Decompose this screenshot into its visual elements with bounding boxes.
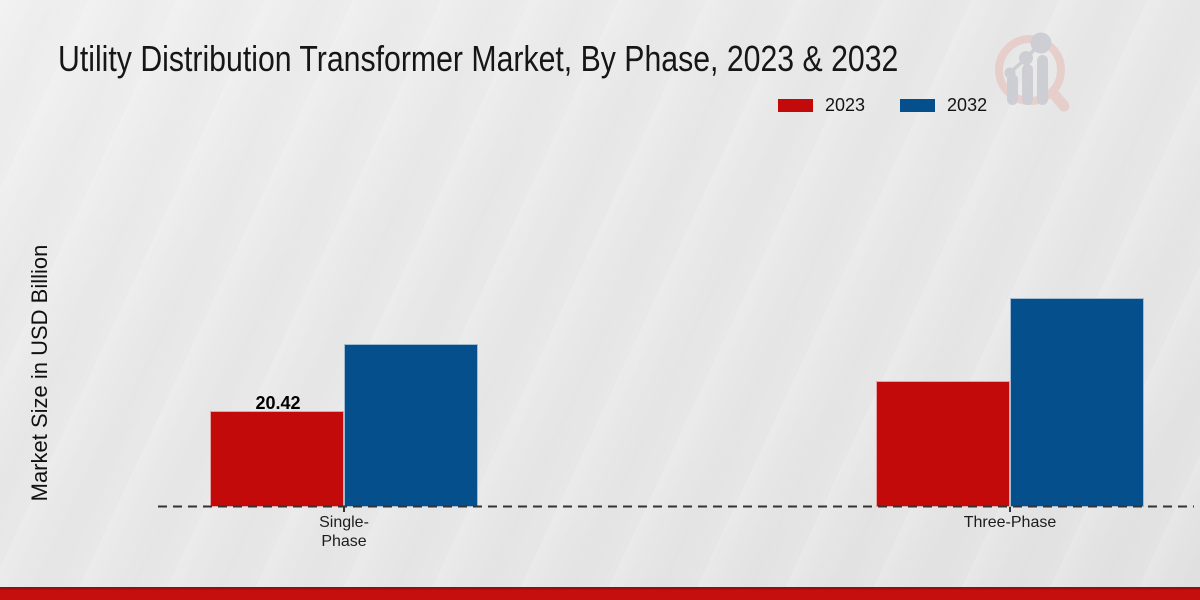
chart-title: Utility Distribution Transformer Market,… [58,38,899,79]
legend-item-2032: 2032 [900,95,987,116]
legend-label-2032: 2032 [947,95,988,115]
bar-2023-three-phase [876,381,1010,507]
x-tick-three-phase [1009,507,1011,512]
legend: 2023 2032 [778,95,987,116]
data-label-single-phase-2023: 20.42 [255,393,301,413]
bar-2032-single-phase [344,344,478,507]
bar-2032-three-phase [1010,298,1144,507]
legend-swatch-2032 [900,99,936,112]
legend-label-2023: 2023 [825,95,866,115]
x-tick-label-three-phase: Three-Phase [963,514,1057,531]
x-tick-single-phase [343,507,345,512]
x-tick-label-single-phase: Single- Phase [319,514,369,550]
market-research-future-logo-icon [993,27,1077,120]
legend-item-2023: 2023 [778,95,865,116]
bar-2023-single-phase [210,411,344,507]
x-axis-baseline [158,505,1194,508]
legend-swatch-2023 [778,99,813,112]
footer-red-band [0,587,1200,600]
